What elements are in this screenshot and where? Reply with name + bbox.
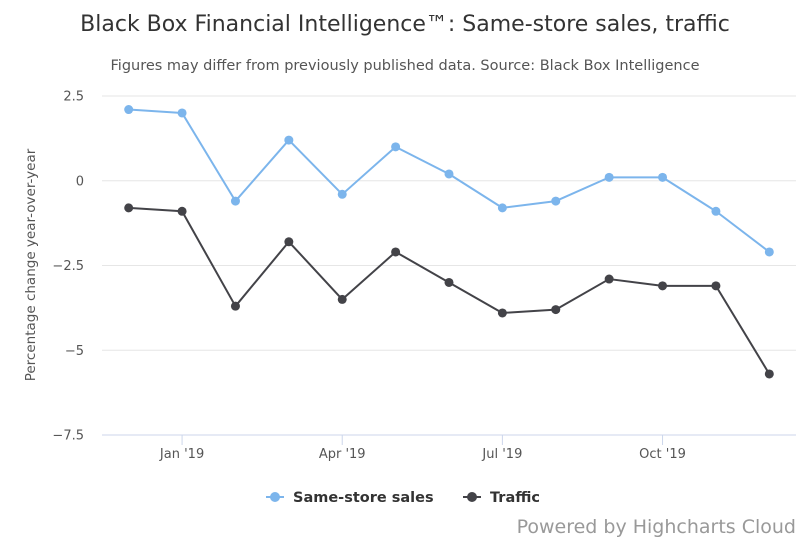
data-point-traffic[interactable] [711,281,721,291]
data-point-traffic[interactable] [391,247,401,257]
y-axis-ticks: 2.5 0 −2.5 −5 −7.5 [52,90,84,444]
data-point-same-store-sales[interactable] [391,142,401,152]
y-tick-label: −2.5 [52,259,84,274]
data-point-same-store-sales[interactable] [604,172,614,182]
x-tick-label: Oct '19 [639,447,686,462]
legend-item-same-store-sales[interactable]: Same-store sales [266,490,434,506]
data-point-traffic[interactable] [497,308,507,318]
data-point-traffic[interactable] [604,274,614,284]
data-point-same-store-sales[interactable] [444,169,454,179]
series-line-traffic [127,206,771,375]
data-point-traffic[interactable] [551,305,561,315]
data-point-same-store-sales[interactable] [230,196,240,206]
data-point-traffic[interactable] [337,294,347,304]
data-point-traffic[interactable] [444,277,454,287]
data-point-same-store-sales[interactable] [124,105,134,115]
y-axis-title: Percentage change year-over-year [23,148,39,381]
legend-label: Traffic [490,490,540,506]
data-point-same-store-sales[interactable] [177,108,187,118]
legend[interactable]: Same-store sales Traffic [266,490,540,506]
y-tick-label: −5 [65,344,84,359]
legend-label: Same-store sales [293,490,434,506]
data-point-traffic[interactable] [230,301,240,311]
data-point-same-store-sales[interactable] [658,172,668,182]
chart-subtitle: Figures may differ from previously publi… [111,58,700,74]
x-tick-label: Jan '19 [159,447,204,462]
legend-symbol-marker [270,492,280,502]
data-point-same-store-sales[interactable] [337,189,347,199]
x-tick-label: Apr '19 [319,447,366,462]
data-point-same-store-sales[interactable] [284,135,294,145]
data-point-traffic[interactable] [177,206,187,216]
chart-title: Black Box Financial Intelligence™: Same-… [80,12,730,37]
data-point-same-store-sales[interactable] [711,206,721,216]
series-lines [124,105,774,379]
legend-symbol-marker [467,492,477,502]
data-point-same-store-sales[interactable] [764,247,774,257]
x-axis: Jan '19 Apr '19 Jul '19 Oct '19 [102,434,796,462]
y-tick-label: 2.5 [63,90,84,105]
y-tick-label: 0 [76,174,84,189]
data-point-traffic[interactable] [124,203,134,213]
data-point-traffic[interactable] [764,369,774,379]
data-point-traffic[interactable] [658,281,668,291]
y-tick-label: −7.5 [52,429,84,444]
series-traffic [124,203,774,379]
legend-item-traffic[interactable]: Traffic [463,490,540,506]
y-gridlines [102,95,796,436]
credits-text[interactable]: Powered by Highcharts Cloud [517,516,796,538]
data-point-same-store-sales[interactable] [551,196,561,206]
data-point-traffic[interactable] [284,237,294,247]
series-same-store-sales [124,105,774,257]
x-tick-label: Jul '19 [481,447,522,462]
data-point-same-store-sales[interactable] [497,203,507,213]
